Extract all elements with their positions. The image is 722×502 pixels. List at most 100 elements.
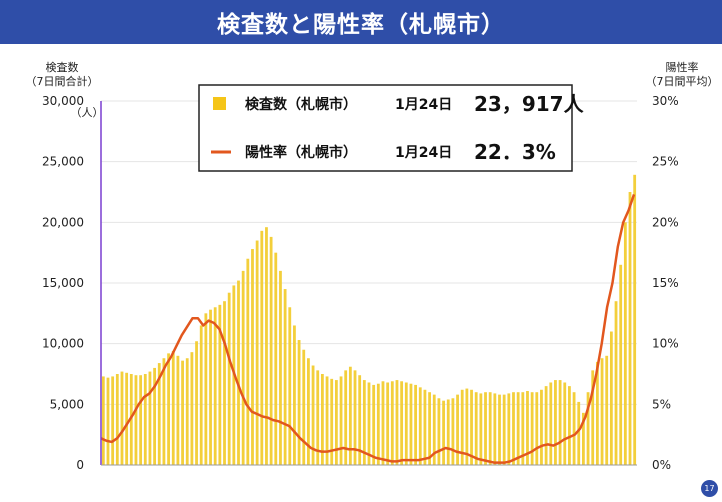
right-tick-label: 10% [652, 337, 679, 351]
test-count-bar [409, 383, 413, 465]
test-count-bar [218, 304, 222, 465]
test-count-bar [101, 376, 105, 465]
test-count-bar [465, 388, 469, 465]
test-count-bar [344, 370, 348, 465]
test-count-bar [297, 340, 301, 465]
test-count-bar [558, 380, 562, 465]
test-count-bar [563, 382, 567, 465]
test-count-bar [549, 382, 553, 465]
test-count-bar [432, 394, 436, 465]
test-count-bar [265, 227, 268, 465]
test-count-bar [456, 394, 459, 465]
test-count-bar [414, 384, 418, 465]
test-count-bar [255, 240, 259, 465]
test-count-bar [209, 309, 212, 465]
test-count-bar [274, 252, 278, 465]
test-count-bar [591, 370, 595, 465]
legend-bars-value: 23，917人 [474, 92, 585, 116]
test-count-bar [540, 389, 543, 465]
test-count-bar [460, 389, 464, 465]
test-count-bar [358, 375, 362, 465]
right-tick-label: 20% [652, 215, 679, 229]
test-count-bar [502, 394, 506, 465]
test-count-bar [400, 381, 404, 465]
test-count-bar [204, 313, 208, 465]
test-count-bar [307, 358, 310, 465]
test-count-bar [442, 400, 445, 465]
legend-swatch-bars [213, 97, 226, 110]
test-count-bar [348, 366, 352, 465]
test-count-bar [633, 174, 637, 465]
test-count-bar [554, 380, 557, 465]
left-axis-title-line1: 検査数 [46, 60, 79, 74]
test-count-bar [376, 383, 380, 465]
test-count-bar [269, 236, 273, 465]
test-count-bar [535, 392, 539, 465]
test-count-bar [176, 355, 180, 465]
right-axis-ticks: 0% 5% 10% 15% 20% 25% 30% [652, 94, 679, 472]
test-count-bar [237, 280, 240, 465]
test-count-bar [386, 382, 390, 465]
test-count-bar [339, 376, 343, 465]
test-count-bar [316, 370, 320, 465]
test-count-bar [279, 270, 282, 465]
left-axis-unit: （人） [71, 106, 104, 119]
test-count-bar [134, 375, 138, 465]
right-axis-title-line2: （7日間平均） [646, 75, 719, 88]
test-count-bar [125, 372, 129, 465]
left-tick-label: 0 [76, 458, 84, 472]
test-count-bar [544, 386, 548, 465]
test-count-bar [120, 371, 124, 465]
test-count-bar [628, 192, 632, 465]
test-count-bar [241, 270, 245, 465]
test-count-bar [302, 349, 306, 465]
test-count-bar [474, 392, 478, 465]
test-count-bar [185, 358, 189, 465]
test-count-bar [437, 398, 441, 465]
test-count-bar [260, 230, 264, 465]
right-tick-label: 15% [652, 276, 679, 290]
test-count-bar [395, 380, 399, 465]
legend-bars-name: 検査数（札幌市） [245, 96, 357, 113]
legend-line-value: 22．3% [474, 140, 556, 164]
left-tick-label: 10,000 [42, 337, 84, 351]
test-count-bar [493, 393, 497, 465]
positivity-rate-line [100, 194, 636, 464]
test-count-bar [498, 394, 501, 465]
test-count-bar [488, 392, 492, 465]
test-count-bar [223, 301, 226, 465]
test-count-bar [479, 393, 483, 465]
right-tick-label: 0% [652, 458, 671, 472]
legend: 検査数（札幌市） 1月24日 23，917人 陽性率（札幌市） 1月24日 22… [198, 84, 585, 172]
test-count-bar [157, 363, 161, 465]
test-count-bar [311, 365, 315, 465]
test-count-bar [167, 353, 170, 465]
test-count-bar [423, 389, 427, 465]
right-tick-label: 25% [652, 155, 679, 169]
test-count-bar [623, 222, 627, 465]
page-title: 検査数と陽性率（札幌市） [0, 0, 722, 44]
test-count-bar [325, 376, 329, 465]
test-count-bar [283, 289, 287, 465]
test-count-bar [139, 375, 143, 465]
left-tick-label: 30,000 [42, 94, 84, 108]
left-tick-label: 15,000 [42, 276, 84, 290]
test-count-bar [595, 361, 599, 465]
left-tick-label: 20,000 [42, 215, 84, 229]
test-count-bar [526, 390, 529, 465]
test-count-bar [600, 358, 604, 465]
test-count-bar [143, 374, 147, 465]
test-count-bars [101, 174, 637, 465]
test-count-bar [619, 264, 623, 465]
right-tick-label: 30% [652, 94, 679, 108]
test-count-bar [381, 381, 385, 465]
test-count-bar [530, 392, 534, 465]
test-count-bar [115, 374, 119, 465]
test-count-bar [181, 360, 184, 465]
test-count-bar [330, 378, 334, 465]
test-count-bar [418, 387, 422, 465]
test-count-bar [446, 399, 450, 465]
test-count-bar [372, 384, 376, 465]
test-count-bar [195, 341, 198, 465]
test-count-bar [148, 371, 152, 465]
